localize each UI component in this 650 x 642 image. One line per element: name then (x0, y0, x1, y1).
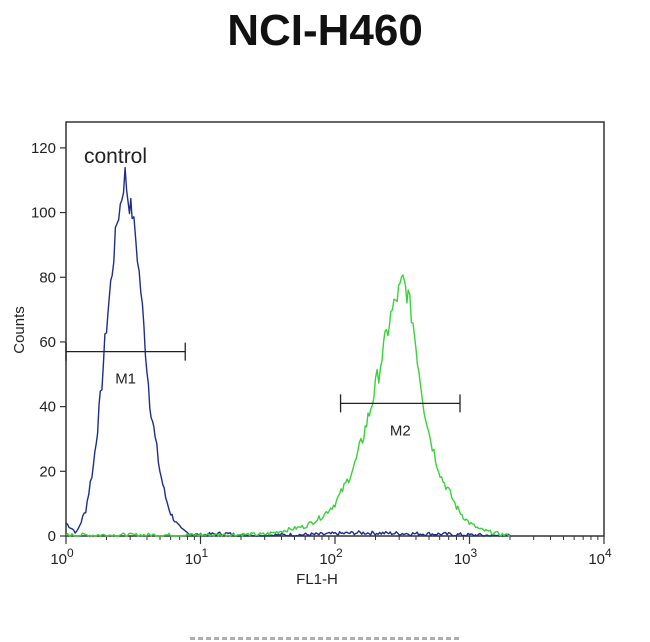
y-tick-label: 0 (48, 528, 56, 545)
x-tick-label: 104 (588, 546, 612, 568)
histogram-series-1 (65, 166, 511, 537)
y-tick-label: 20 (39, 463, 56, 480)
plot-frame (65, 121, 605, 537)
x-tick-label: 103 (454, 546, 478, 568)
marker-layer: M1 M2 (65, 342, 461, 439)
x-axis-label: FL1-H (296, 571, 338, 588)
control-annotation: control (84, 145, 147, 168)
x-axis-ticks: 100 101 102 103 104 (50, 536, 612, 568)
histogram-series-2 (65, 274, 510, 537)
footer-decoration (190, 632, 460, 642)
y-tick-label: 120 (31, 140, 56, 157)
x-tick-label: 101 (185, 546, 209, 568)
y-tick-label: 100 (31, 205, 56, 222)
y-axis-label: Counts (11, 306, 28, 354)
y-tick-label: 40 (39, 399, 56, 416)
y-axis-ticks: 0 20 40 60 80 100 120 (31, 140, 66, 545)
y-tick-label: 80 (39, 269, 56, 286)
series-layer (65, 166, 511, 537)
marker-label: M1 (115, 371, 136, 388)
x-tick-label: 102 (319, 546, 343, 568)
chart-title: NCI-H460 (227, 6, 423, 55)
y-tick-label: 60 (39, 334, 56, 351)
marker-label: M2 (390, 422, 411, 439)
x-tick-label: 100 (50, 546, 74, 568)
